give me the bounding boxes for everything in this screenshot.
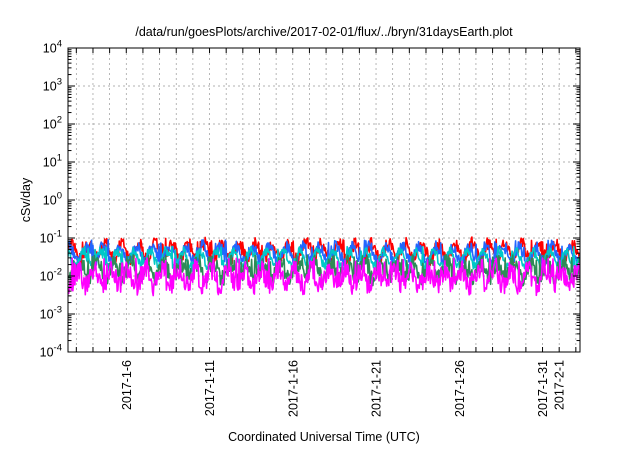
x-tick-label: 2017-1-16: [286, 360, 300, 417]
x-tick-label: 2017-1-26: [453, 360, 467, 417]
y-tick-label: 10-4: [40, 343, 62, 360]
y-tick-label: 100: [43, 191, 62, 208]
y-tick-label: 10-2: [40, 267, 62, 284]
series-line: [68, 238, 580, 268]
x-axis-label: Coordinated Universal Time (UTC): [228, 430, 420, 444]
series-layer: [68, 236, 580, 297]
chart-title: /data/run/goesPlots/archive/2017-02-01/f…: [135, 25, 513, 39]
grid: [68, 48, 580, 352]
x-tick-label: 2017-2-1: [553, 360, 567, 410]
y-tick-label: 102: [43, 115, 62, 132]
y-tick-label: 103: [43, 77, 62, 94]
x-tick-label: 2017-1-6: [120, 360, 134, 410]
y-tick-label: 101: [43, 153, 62, 170]
x-tick-label: 2017-1-11: [203, 360, 217, 416]
x-axis: 2017-1-6 2017-1-11 2017-1-16 2017-1-21 2017-…: [75, 48, 577, 417]
y-tick-label: 104: [43, 39, 62, 56]
series-line: [68, 257, 580, 297]
y-tick-label: 10-3: [40, 305, 62, 322]
x-tick-label: 2017-1-21: [370, 360, 384, 417]
x-tick-label: 2017-1-31: [536, 360, 550, 417]
y-tick-label: 10-1: [40, 229, 62, 246]
y-axis-label: cSv/day: [19, 177, 33, 222]
y-axis: 10-4 10-3 10-2 10-1 100 101 102 103 104: [40, 39, 580, 360]
